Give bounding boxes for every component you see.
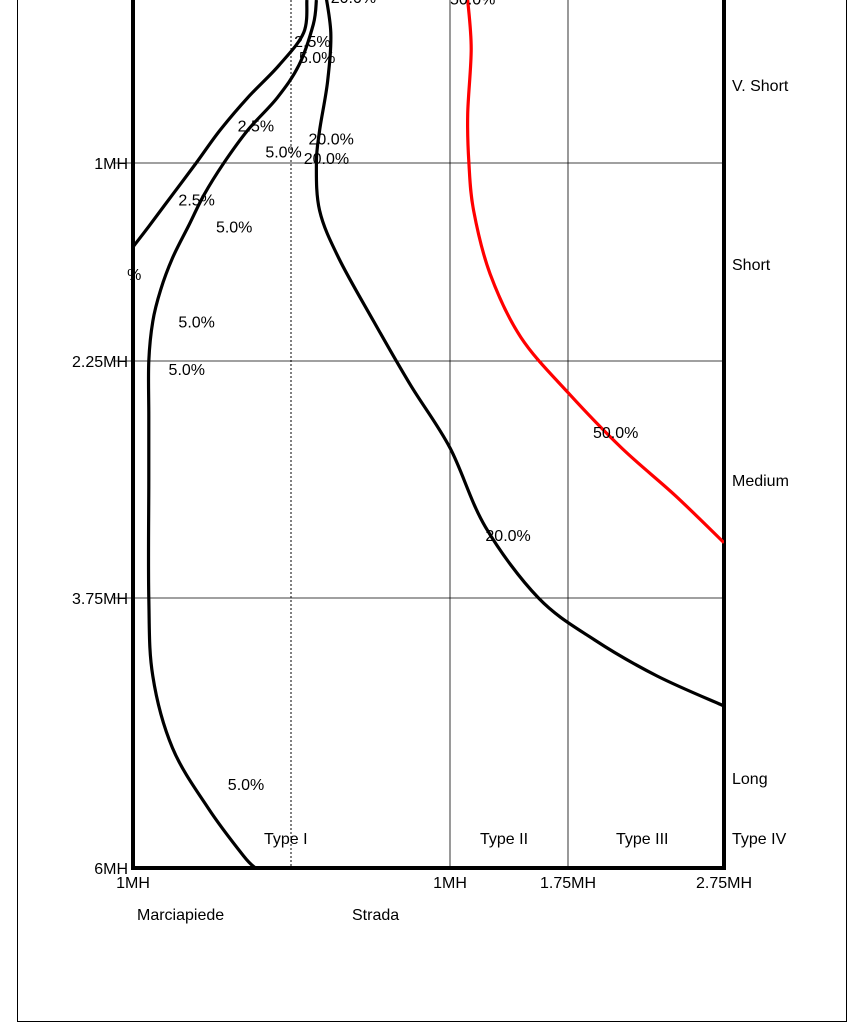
right-label: Short	[732, 257, 771, 274]
right-label: Medium	[732, 473, 789, 490]
right-label: Long	[732, 771, 768, 788]
series-20-0pct-label: 20.0%	[308, 132, 353, 149]
type-label: Type IV	[732, 831, 787, 848]
x-side-label-strada: Strada	[352, 907, 399, 924]
series-20-0pct-line	[314, 0, 724, 708]
x-side-label-marciapiede: Marciapiede	[137, 907, 224, 924]
x-tick-label: 1MH	[433, 875, 467, 892]
series-5-0pct-label: 5.0%	[228, 777, 264, 794]
series-5-0pct-line	[146, 0, 318, 868]
plot-border	[131, 0, 726, 870]
y-tick-label: 2.25MH	[72, 354, 128, 371]
series-20-0pct-label: 20.0%	[304, 151, 349, 168]
type-label: Type III	[616, 831, 668, 848]
y-tick-label: 1MH	[94, 156, 128, 173]
x-tick-label: 2.75MH	[696, 875, 752, 892]
series-5-0pct-label: 5.0%	[169, 362, 205, 379]
chart-frame	[17, 0, 847, 1022]
type-label: Type II	[480, 831, 528, 848]
y-tick-label: 3.75MH	[72, 591, 128, 608]
series-50-0pct-label: 50.0%	[450, 0, 495, 8]
series-5-0pct-label: 5.0%	[178, 314, 214, 331]
series-20-0pct-label: 20.0%	[331, 0, 376, 7]
series-5-0pct-label: 5.0%	[216, 219, 252, 236]
x-tick-label: 1.75MH	[540, 875, 596, 892]
x-tick-label: 1MH	[116, 875, 150, 892]
series-50-0pct-line	[465, 0, 724, 544]
series-20-0pct-label: 20.0%	[485, 528, 530, 545]
series-2-5pct-line	[133, 0, 309, 248]
series-2-5pct-label: 2.5%	[294, 34, 330, 51]
series-5-0pct-label: 5.0%	[265, 145, 301, 162]
right-label: V. Short	[732, 78, 789, 95]
series-5-0pct-label: 5.0%	[299, 50, 335, 67]
series-50-0pct-label: 50.0%	[593, 425, 638, 442]
series-2-5pct-label: 2.5%	[178, 192, 214, 209]
type-label: Type I	[264, 831, 308, 848]
series-2-5pct-label: %	[127, 267, 141, 284]
y-tick-label: 6MH	[94, 861, 128, 878]
